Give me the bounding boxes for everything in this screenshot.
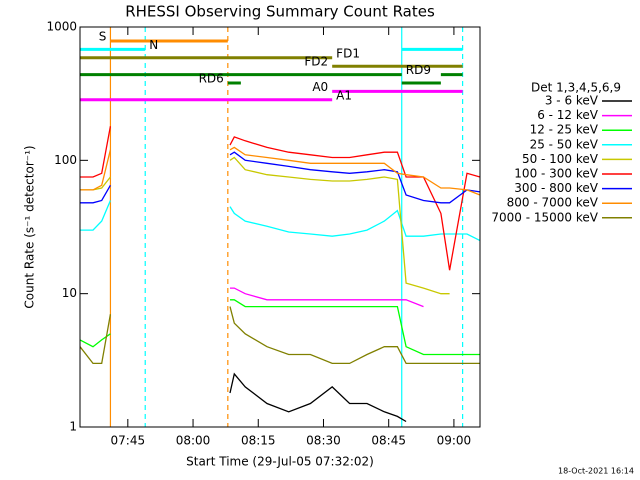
legend-label: 3 - 6 keV (545, 94, 599, 108)
legend-label: 7000 - 15000 keV (491, 210, 598, 224)
series-line (230, 287, 424, 308)
y-tick-label: 1 (69, 420, 77, 434)
x-tick-label: 09:00 (437, 434, 472, 448)
legend-label: 6 - 12 keV (537, 108, 599, 122)
plot-frame (79, 26, 481, 428)
flag-label: A0 (312, 80, 328, 94)
legend-label: 12 - 25 keV (530, 123, 599, 137)
y-tick-label: 100 (54, 153, 77, 167)
flag-label: S (99, 30, 107, 44)
x-axis-label: Start Time (29-Jul-05 07:32:02) (186, 455, 374, 469)
chart-title: RHESSI Observing Summary Count Rates (125, 3, 435, 21)
legend-label: 100 - 300 keV (514, 167, 598, 181)
y-tick-label: 1000 (46, 20, 77, 34)
y-tick-label: 10 (62, 286, 77, 300)
flag-label: N (149, 38, 158, 52)
legend-title: Det 1,3,4,5,6,9 (531, 81, 621, 95)
legend-label: 800 - 7000 keV (507, 196, 599, 210)
flag-label: FD1 (336, 46, 360, 60)
legend-label: 300 - 800 keV (514, 181, 598, 195)
flag-label: A1 (336, 88, 352, 102)
x-tick-label: 08:00 (176, 434, 211, 448)
x-tick-label: 07:45 (111, 434, 146, 448)
series-line (229, 372, 407, 423)
x-tick-label: 08:30 (306, 434, 341, 448)
legend-label: 50 - 100 keV (522, 152, 599, 166)
x-tick-label: 08:45 (371, 434, 406, 448)
flag-label: RD9 (406, 63, 431, 77)
series-line (80, 151, 481, 204)
y-axis-label: Count Rate (s⁻¹ detector⁻¹) (23, 145, 37, 308)
flag-label: RD6 (199, 72, 224, 86)
flag-label: FD2 (304, 55, 328, 69)
series-line (80, 126, 481, 271)
x-tick-label: 08:15 (241, 434, 276, 448)
series-line (80, 146, 481, 196)
timestamp: 18-Oct-2021 16:14 (558, 467, 634, 476)
series-line (79, 306, 480, 365)
legend-label: 25 - 50 keV (530, 137, 599, 151)
